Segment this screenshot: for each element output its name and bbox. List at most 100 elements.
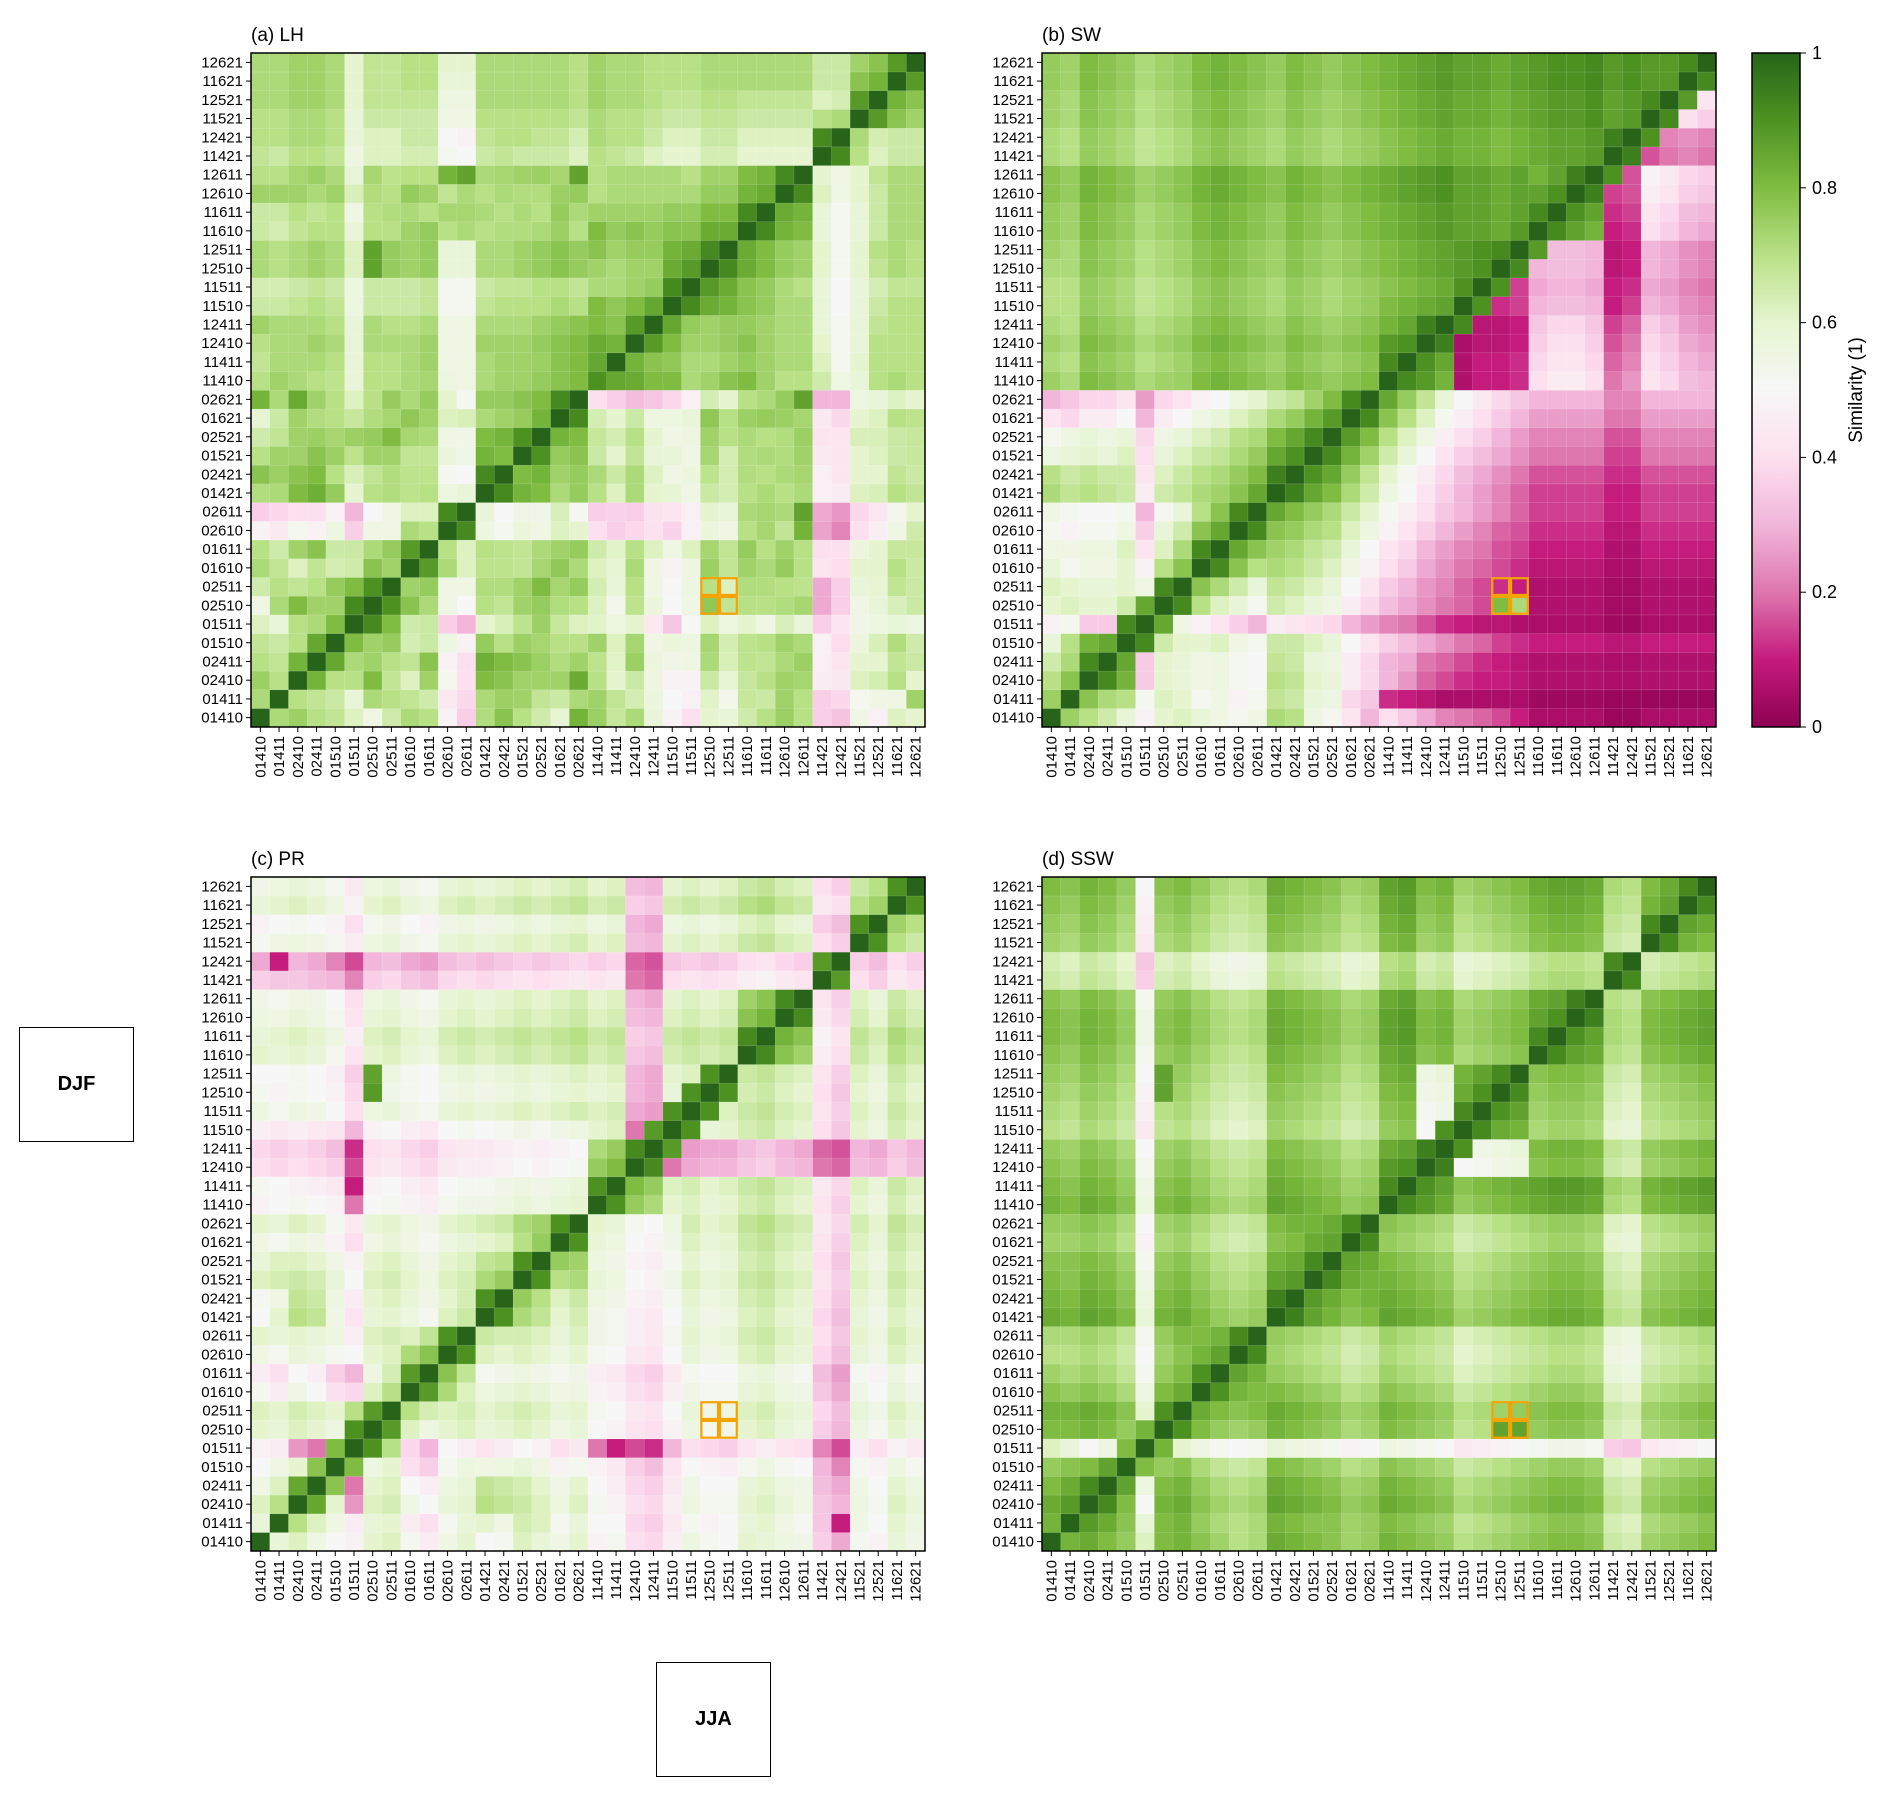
heatmap-cell	[1360, 52, 1380, 73]
heatmap-cell	[587, 689, 608, 709]
heatmap-cell	[868, 1532, 889, 1552]
heatmap-cell	[531, 183, 552, 204]
heatmap-cell	[1528, 539, 1549, 560]
heatmap-cell	[868, 876, 889, 897]
heatmap-cell	[344, 932, 364, 953]
heatmap-cell	[1079, 708, 1099, 728]
heatmap-cell	[512, 1101, 533, 1121]
heatmap-cell	[1397, 352, 1417, 372]
heatmap-cell	[831, 1438, 851, 1458]
heatmap-cell	[569, 651, 589, 672]
heatmap-cell	[793, 895, 814, 915]
x-tick-label: 02411	[309, 1560, 326, 1601]
heatmap-cell	[625, 1251, 645, 1271]
heatmap-cell	[718, 352, 739, 372]
heatmap-cell	[1697, 108, 1717, 129]
heatmap-cell	[662, 221, 683, 241]
heatmap-cell	[1266, 90, 1286, 110]
heatmap-cell	[325, 539, 346, 560]
heatmap-cell	[381, 1400, 402, 1421]
heatmap-cell	[1266, 371, 1286, 391]
heatmap-cell	[868, 352, 889, 372]
heatmap-cell	[569, 595, 589, 616]
heatmap-cell	[1341, 576, 1361, 597]
heatmap-cell	[625, 221, 645, 241]
heatmap-cell	[1678, 1494, 1698, 1515]
heatmap-cell	[381, 1045, 402, 1065]
heatmap-cell	[868, 989, 889, 1009]
heatmap-cell	[1434, 1419, 1455, 1440]
heatmap-cell	[625, 1213, 645, 1234]
heatmap-cell	[1491, 1438, 1511, 1458]
heatmap-cell	[1079, 1419, 1099, 1440]
heatmap-cell	[1191, 221, 1212, 241]
heatmap-cell	[569, 1045, 589, 1065]
heatmap-cell	[1360, 1419, 1380, 1440]
heatmap-cell	[812, 71, 832, 91]
heatmap-cell	[1697, 1494, 1717, 1515]
heatmap-cell	[1659, 146, 1680, 166]
heatmap-cell	[1678, 502, 1698, 522]
heatmap-cell	[831, 1026, 851, 1047]
heatmap-cell	[1322, 1232, 1343, 1252]
heatmap-cell	[793, 1232, 814, 1252]
heatmap-cell	[1528, 1382, 1549, 1402]
heatmap-cell	[831, 314, 851, 335]
heatmap-cell	[419, 165, 439, 185]
heatmap-cell	[475, 520, 495, 541]
x-tick-label: 01521	[1305, 736, 1322, 778]
heatmap-cell	[325, 258, 346, 279]
heatmap-cell	[1041, 296, 1062, 316]
heatmap-cell	[793, 670, 814, 691]
heatmap-cell	[1322, 1457, 1343, 1477]
heatmap-cell	[681, 1532, 701, 1552]
heatmap-cell	[700, 1457, 720, 1477]
heatmap-cell	[906, 1063, 926, 1084]
heatmap-cell	[1285, 558, 1305, 578]
heatmap-cell	[1247, 277, 1268, 297]
heatmap-cell	[550, 1419, 570, 1440]
heatmap-cell	[494, 1513, 514, 1533]
heatmap-cell	[1584, 1307, 1605, 1327]
heatmap-cell	[550, 90, 570, 110]
x-tick-label: 02521	[533, 1560, 550, 1602]
heatmap-cell	[437, 277, 458, 297]
heatmap-cell	[718, 296, 739, 316]
heatmap-cell	[1547, 108, 1567, 129]
heatmap-cell	[550, 1532, 570, 1552]
heatmap-cell	[906, 539, 926, 560]
heatmap-cell	[512, 558, 533, 578]
heatmap-cell	[1116, 520, 1137, 541]
heatmap-cell	[1472, 558, 1492, 578]
heatmap-cell	[1228, 1400, 1249, 1421]
heatmap-cell	[1491, 146, 1511, 166]
heatmap-cell	[831, 895, 851, 915]
heatmap-cell	[437, 558, 458, 578]
heatmap-cell	[325, 1101, 346, 1121]
heatmap-cell	[288, 614, 308, 634]
heatmap-cell	[1116, 333, 1137, 354]
heatmap-cell	[849, 427, 870, 447]
heatmap-cell	[1247, 1232, 1268, 1252]
heatmap-cell	[774, 165, 795, 185]
heatmap-cell	[718, 427, 739, 447]
heatmap-cell	[288, 989, 308, 1009]
heatmap-cell	[662, 1363, 683, 1384]
heatmap-cell	[306, 427, 327, 447]
heatmap-cell	[1678, 333, 1698, 354]
heatmap-cell	[419, 932, 439, 953]
heatmap-cell	[569, 708, 589, 728]
heatmap-cell	[1528, 371, 1549, 391]
heatmap-cell	[906, 146, 926, 166]
heatmap-cell	[906, 876, 926, 897]
heatmap-cell	[887, 221, 907, 241]
heatmap-cell	[250, 427, 271, 447]
heatmap-cell	[1322, 314, 1343, 335]
heatmap-cell	[269, 127, 289, 148]
heatmap-cell	[1491, 520, 1511, 541]
heatmap-cell	[662, 689, 683, 709]
heatmap-cell	[1360, 595, 1380, 616]
heatmap-cell	[1154, 651, 1174, 672]
heatmap-cell	[1453, 221, 1474, 241]
heatmap-cell	[494, 895, 514, 915]
